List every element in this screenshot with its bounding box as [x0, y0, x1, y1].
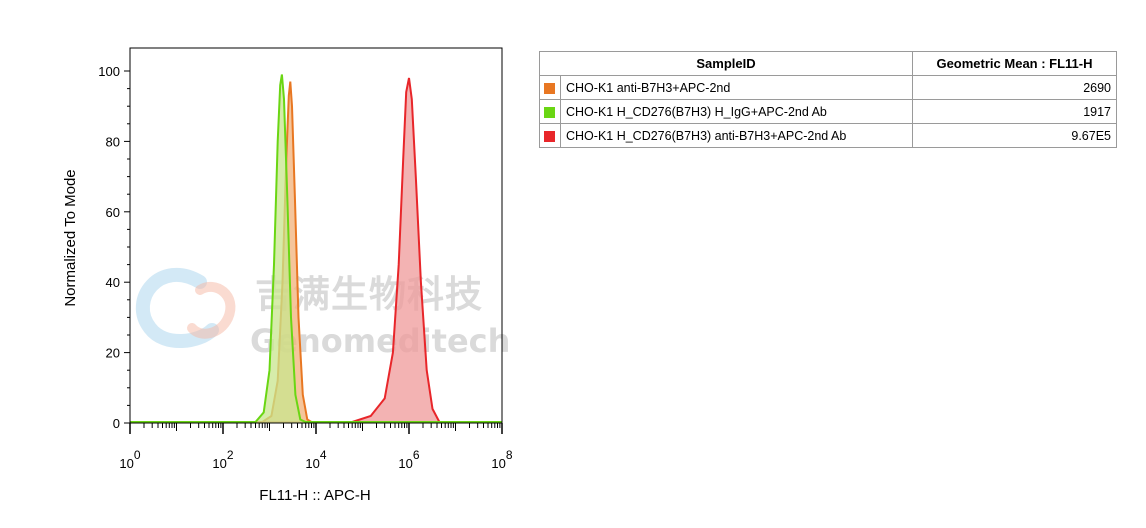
- axes: 0 20 40 60 80 100 100 102 104 106 108: [98, 47, 513, 471]
- series-line-0: [130, 77, 502, 423]
- legend-swatch: [544, 82, 555, 94]
- series-layer: [130, 74, 502, 423]
- geometric-mean-value: 9.67E5: [912, 123, 1117, 148]
- table-row: CHO-K1 anti-B7H3+APC-2nd 2690: [539, 75, 1117, 100]
- x-tick-label: 104: [305, 448, 326, 471]
- histogram-chart: 吉满生物科技 Genomeditech 0 20 40 60 80 100 100 102 10…: [62, 47, 513, 504]
- series-fill-2: [255, 74, 306, 423]
- plot-frame: [129, 47, 503, 424]
- x-axis-title: FL11-H :: APC-H: [259, 487, 370, 504]
- y-tick-label: 0: [113, 416, 120, 431]
- sample-name: CHO-K1 anti-B7H3+APC-2nd: [560, 75, 913, 100]
- x-tick-label: 106: [398, 448, 419, 471]
- statistics-table: SampleID Geometric Mean : FL11-H CHO-K1 …: [539, 51, 1117, 148]
- y-axis-title: Normalized To Mode: [62, 169, 79, 306]
- table-row: CHO-K1 H_CD276(B7H3) anti-B7H3+APC-2nd A…: [539, 123, 1117, 148]
- legend-swatch: [544, 106, 555, 118]
- watermark: 吉满生物科技 Genomeditech: [135, 268, 510, 360]
- watermark-logo: [135, 268, 236, 349]
- series-line-1: [130, 81, 502, 423]
- table-row: CHO-K1 H_CD276(B7H3) H_IgG+APC-2nd Ab 19…: [539, 99, 1117, 124]
- x-tick-label: 102: [212, 448, 233, 471]
- y-tick-label: 100: [98, 64, 120, 79]
- geometric-mean-value: 1917: [912, 99, 1117, 124]
- series-fill-0: [352, 78, 440, 423]
- sample-name: CHO-K1 H_CD276(B7H3) anti-B7H3+APC-2nd A…: [560, 123, 913, 148]
- x-tick-label: 108: [491, 448, 512, 471]
- y-tick-label: 60: [106, 205, 120, 220]
- sample-name: CHO-K1 H_CD276(B7H3) H_IgG+APC-2nd Ab: [560, 99, 913, 124]
- geometric-mean-value: 2690: [912, 75, 1117, 100]
- y-tick-label: 80: [106, 134, 120, 149]
- table-header-row: SampleID Geometric Mean : FL11-H: [539, 51, 1117, 76]
- x-tick-label: 100: [119, 448, 140, 471]
- y-tick-label: 20: [106, 346, 120, 361]
- header-geometric-mean: Geometric Mean : FL11-H: [912, 51, 1117, 76]
- legend-swatch: [544, 130, 555, 142]
- y-tick-label: 40: [106, 275, 120, 290]
- series-line-2: [130, 74, 502, 423]
- header-sample-id: SampleID: [539, 51, 913, 76]
